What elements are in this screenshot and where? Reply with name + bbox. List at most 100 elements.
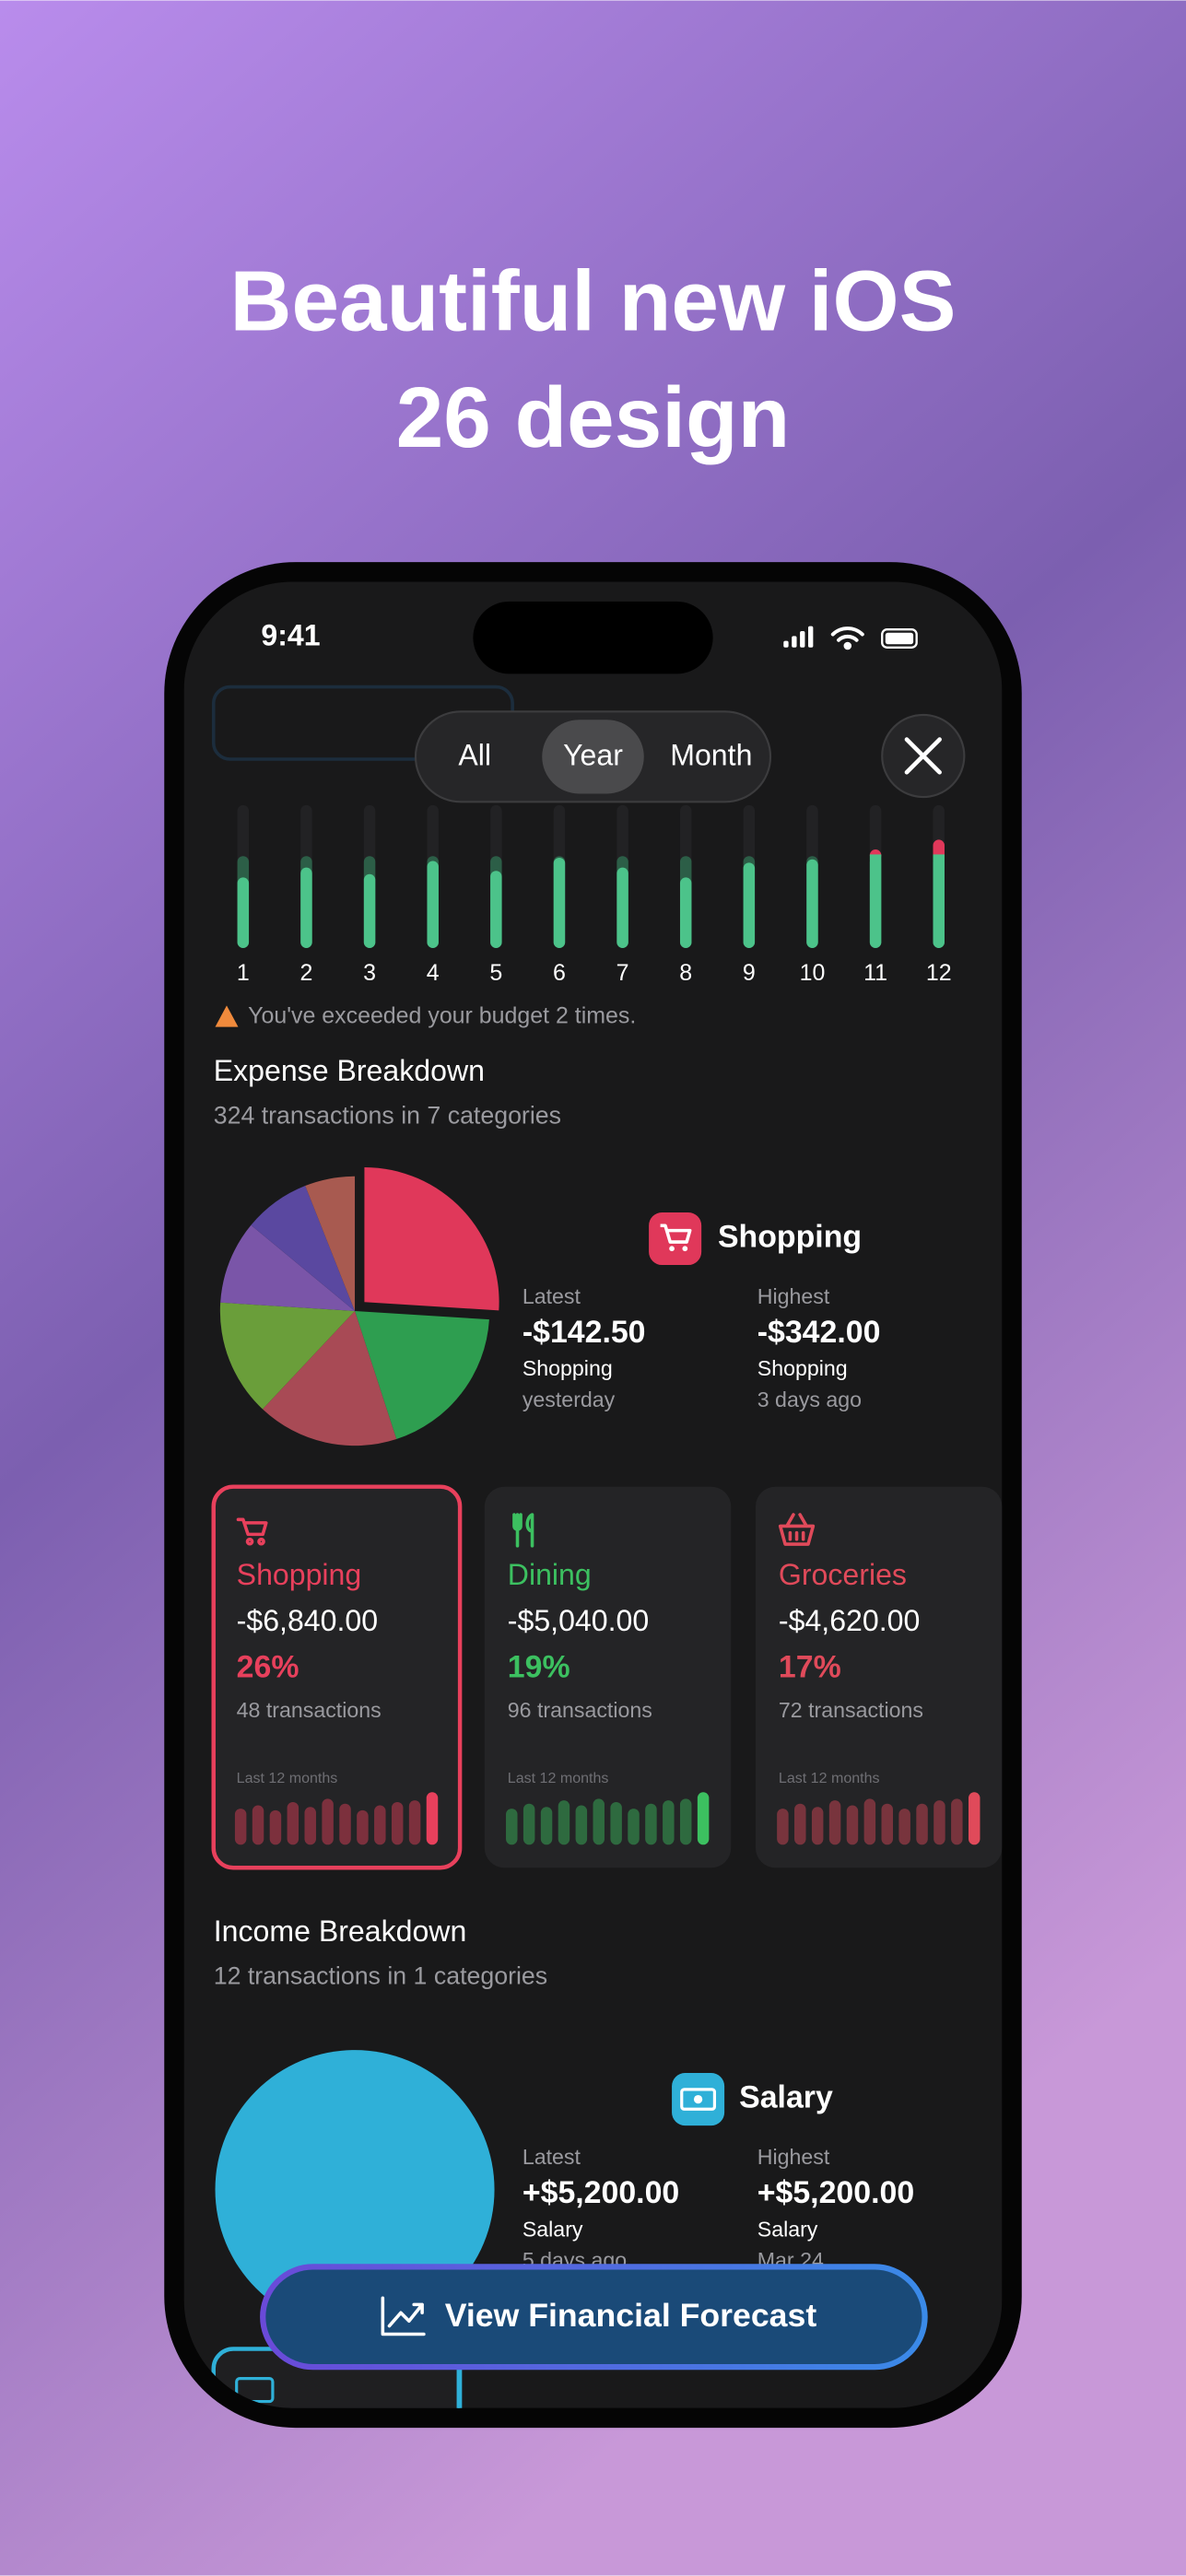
x-tick-label: 11 xyxy=(863,960,887,986)
segment-label[interactable]: All xyxy=(458,739,491,772)
section-title: Income Breakdown xyxy=(214,1914,467,1948)
mini-bar xyxy=(339,1803,351,1845)
mini-bar xyxy=(863,1798,876,1845)
x-tick-label: 1 xyxy=(237,960,250,986)
mini-bar xyxy=(898,1809,910,1845)
stat-category: Salary xyxy=(757,2217,818,2241)
category-card[interactable] xyxy=(755,1486,1003,1868)
mini-bar xyxy=(679,1798,692,1845)
category-icon xyxy=(778,1513,816,1546)
battery-level xyxy=(885,632,914,645)
mini-bar xyxy=(916,1803,928,1845)
card-chart-label: Last 12 months xyxy=(779,1770,880,1786)
mini-bar xyxy=(628,1809,640,1845)
mini-bar xyxy=(881,1803,893,1845)
card-chart-label: Last 12 months xyxy=(508,1770,609,1786)
stat-category: Shopping xyxy=(757,1356,848,1380)
stat-label: Highest xyxy=(757,2145,830,2169)
bar xyxy=(300,867,312,949)
mini-bar xyxy=(828,1800,841,1845)
card-chart-label: Last 12 months xyxy=(237,1770,338,1786)
segments: All Year Month xyxy=(458,720,752,794)
x-tick-label: 7 xyxy=(616,960,629,986)
mini-bar xyxy=(645,1803,657,1845)
x-tick-label: 3 xyxy=(363,960,376,986)
bar xyxy=(679,877,692,949)
bar xyxy=(490,871,502,949)
stat-amount: -$342.00 xyxy=(757,1315,881,1350)
mini-bar xyxy=(934,1800,945,1845)
mini-bar xyxy=(610,1801,622,1845)
x-tick-label: 8 xyxy=(679,960,692,986)
mini-bar xyxy=(322,1798,334,1845)
segment-label[interactable]: Year xyxy=(563,739,623,772)
forecast-button[interactable] xyxy=(260,2264,928,2371)
mini-bar xyxy=(374,1805,386,1845)
card-percent: 19% xyxy=(508,1649,570,1684)
segment-label[interactable]: Month xyxy=(670,739,752,772)
stat-label: Latest xyxy=(523,1284,581,1308)
headline: Beautiful new iOS xyxy=(230,252,957,348)
mini-bar xyxy=(391,1801,404,1845)
card-name: Shopping xyxy=(237,1558,362,1591)
x-tick-label: 5 xyxy=(489,960,502,986)
close-icon xyxy=(904,737,942,775)
mini-bar xyxy=(968,1792,981,1845)
card-amount: -$5,040.00 xyxy=(508,1604,649,1637)
category-card[interactable] xyxy=(484,1486,732,1868)
pie-slice xyxy=(355,1310,489,1439)
cart-wheel xyxy=(669,1246,675,1252)
mini-bar xyxy=(558,1800,570,1845)
mini-bar xyxy=(408,1800,421,1845)
mini-bar xyxy=(287,1801,299,1845)
mini-bar xyxy=(697,1792,710,1845)
stat-label: Highest xyxy=(757,1284,830,1308)
bar-over-join xyxy=(869,854,882,861)
bar xyxy=(363,873,376,949)
bar xyxy=(237,877,250,949)
card-transactions: 96 transactions xyxy=(508,1698,652,1722)
pie-slice xyxy=(251,1186,356,1311)
mini-bar xyxy=(304,1807,316,1845)
x-tick-label: 4 xyxy=(427,960,440,986)
mini-bar xyxy=(846,1805,859,1845)
mini-bar xyxy=(575,1805,588,1845)
card-percent: 17% xyxy=(779,1649,841,1684)
stat-amount: +$5,200.00 xyxy=(757,2175,914,2210)
bar xyxy=(427,861,439,949)
signal-icon xyxy=(783,626,814,648)
x-tick-label: 2 xyxy=(300,960,313,986)
forecast-label[interactable]: View Financial Forecast xyxy=(445,2297,817,2334)
pie-slice xyxy=(220,1224,356,1311)
category-card[interactable] xyxy=(211,1484,463,1870)
budget-warning: You've exceeded your budget 2 times. xyxy=(248,1002,636,1028)
category-icon xyxy=(512,1513,534,1548)
mini-bar xyxy=(506,1809,518,1845)
bar xyxy=(553,857,566,949)
pie-slice xyxy=(364,1167,499,1311)
bar xyxy=(806,859,818,949)
card-amount: -$6,840.00 xyxy=(237,1604,378,1637)
mini-bar xyxy=(777,1809,789,1845)
section-subtitle: 12 transactions in 1 categories xyxy=(214,1962,547,1990)
forecast-icon xyxy=(381,2296,426,2336)
wifi-icon xyxy=(830,626,864,650)
stat-when: yesterday xyxy=(523,1388,616,1411)
headline: 26 design xyxy=(396,369,791,465)
x-tick-label: 10 xyxy=(800,960,826,986)
status-time: 9:41 xyxy=(261,619,320,652)
segment-selected xyxy=(542,720,644,794)
cart-icon xyxy=(660,1224,692,1244)
mini-bar xyxy=(357,1809,369,1845)
section-title: Expense Breakdown xyxy=(214,1054,485,1087)
income-pie xyxy=(215,2050,495,2330)
mini-bar xyxy=(234,1809,247,1845)
mini-bar xyxy=(252,1805,264,1845)
mini-bar xyxy=(811,1807,824,1845)
stat-amount: +$5,200.00 xyxy=(523,2175,679,2210)
mini-bar xyxy=(523,1803,535,1845)
card-amount: -$4,620.00 xyxy=(779,1604,920,1637)
bar xyxy=(933,856,945,949)
mini-bar xyxy=(540,1807,553,1845)
